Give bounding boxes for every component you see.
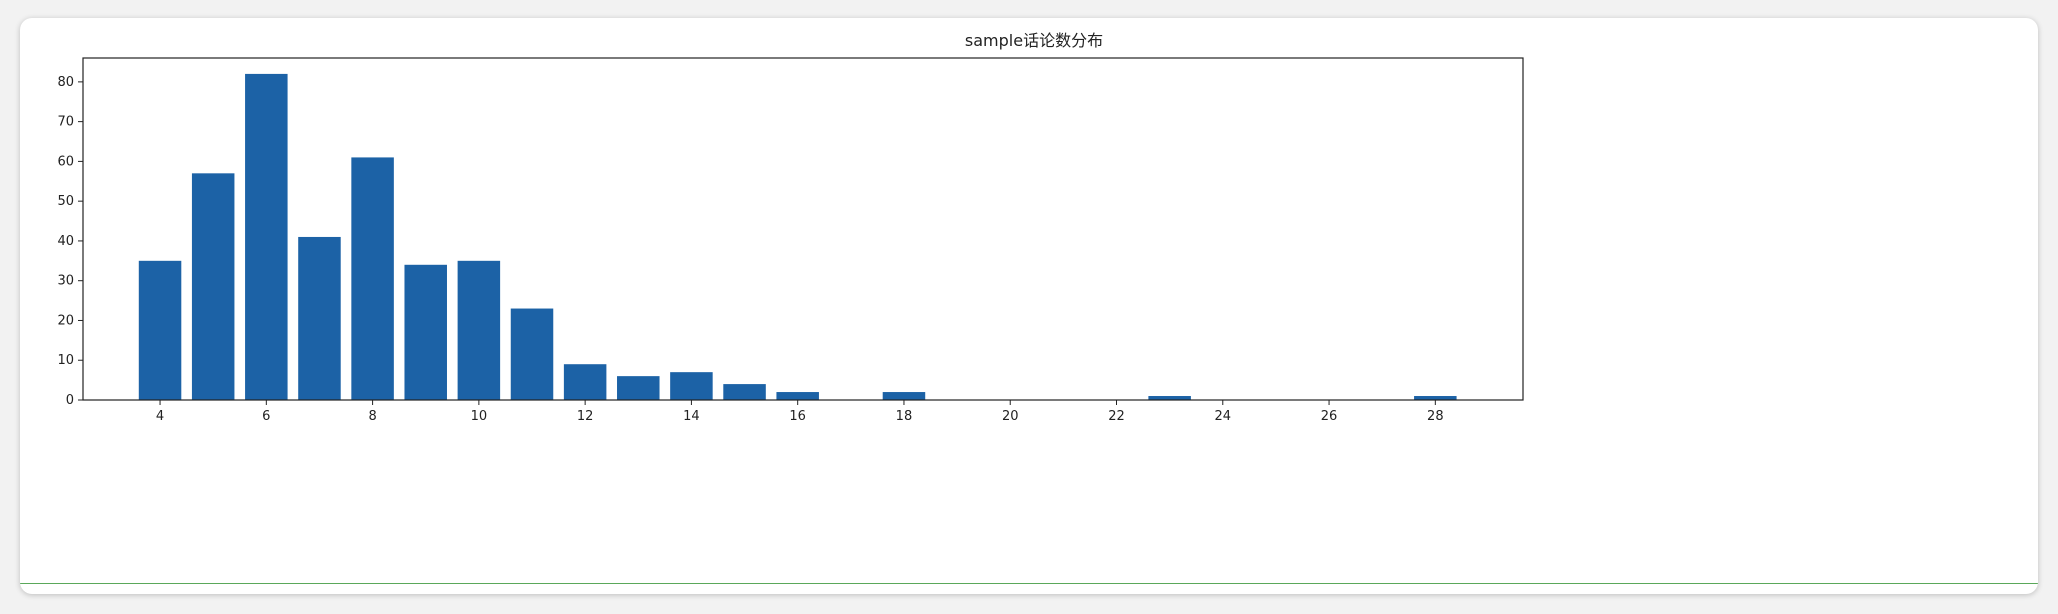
chart-title: sample话论数分布	[965, 31, 1103, 50]
bar-16	[776, 392, 819, 400]
bar-7	[298, 236, 341, 400]
x-tick-label-16: 16	[789, 409, 806, 424]
y-tick-label-70: 70	[57, 115, 74, 130]
bar-chart: sample话论数分布 4 6 8 10 12 14 16 18 20 22 24 26 28 0 10 20…	[57, 31, 1524, 424]
bar-28	[1414, 396, 1457, 400]
bar-13	[617, 376, 660, 400]
x-tick-label-6: 6	[262, 409, 270, 424]
x-tick-label-28: 28	[1427, 409, 1444, 424]
x-tick-label-12: 12	[577, 409, 594, 424]
x-tick-label-24: 24	[1215, 409, 1232, 424]
bar-23	[1148, 396, 1191, 400]
y-tick-label-50: 50	[57, 194, 74, 209]
bar-10	[457, 260, 501, 400]
plot-frame	[82, 57, 1524, 401]
x-tick-label-26: 26	[1321, 409, 1338, 424]
bars-group	[138, 73, 1457, 400]
bar-11	[510, 308, 554, 400]
bar-12	[563, 364, 607, 400]
x-tick-label-4: 4	[156, 409, 164, 424]
y-tick-label-10: 10	[57, 353, 74, 368]
bar-5	[191, 173, 235, 400]
x-tick-label-20: 20	[1002, 409, 1019, 424]
x-tick-label-22: 22	[1108, 409, 1125, 424]
bar-15	[723, 384, 766, 400]
y-tick-label-30: 30	[57, 274, 74, 289]
bar-9	[404, 264, 447, 400]
x-tick-label-14: 14	[683, 409, 700, 424]
bar-14	[670, 372, 713, 400]
bar-8	[351, 157, 394, 400]
x-tick-label-8: 8	[368, 409, 376, 424]
y-tick-label-60: 60	[57, 154, 74, 169]
y-tick-label-40: 40	[57, 234, 74, 249]
chart-card: sample话论数分布 4 6 8 10 12 14 16 18 20 22 24 26 28 0 10 20…	[20, 18, 2038, 594]
bar-6	[245, 73, 288, 400]
x-tick-label-10: 10	[471, 409, 488, 424]
card-bottom-divider	[20, 583, 2038, 584]
bar-4	[138, 260, 182, 400]
y-tick-label-20: 20	[57, 313, 74, 328]
y-tick-label-0: 0	[66, 393, 74, 408]
y-tick-label-80: 80	[57, 75, 74, 90]
bar-18	[882, 392, 926, 400]
axes-group: 4 6 8 10 12 14 16 18 20 22 24 26 28 0 10 20 30 40 50 60 70 80	[57, 75, 1443, 424]
x-tick-label-18: 18	[896, 409, 913, 424]
